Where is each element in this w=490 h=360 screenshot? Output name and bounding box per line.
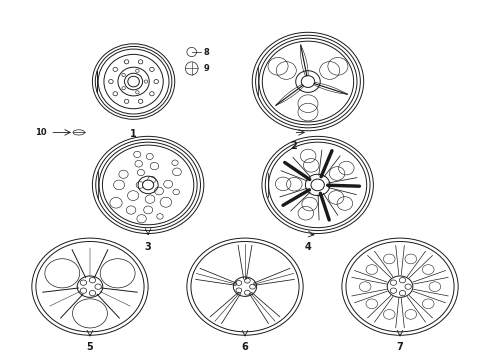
Text: 3: 3: [145, 242, 151, 252]
Text: 2: 2: [290, 141, 297, 150]
Text: 7: 7: [396, 342, 403, 352]
Text: 9: 9: [204, 64, 210, 73]
Text: 8: 8: [204, 48, 210, 57]
Text: 6: 6: [242, 342, 248, 352]
Text: 10: 10: [35, 128, 47, 137]
Ellipse shape: [311, 179, 324, 191]
Text: 4: 4: [305, 242, 311, 252]
Ellipse shape: [143, 180, 154, 190]
Ellipse shape: [128, 76, 139, 87]
Text: 5: 5: [87, 342, 94, 352]
Ellipse shape: [301, 76, 315, 87]
Text: 1: 1: [130, 129, 137, 139]
